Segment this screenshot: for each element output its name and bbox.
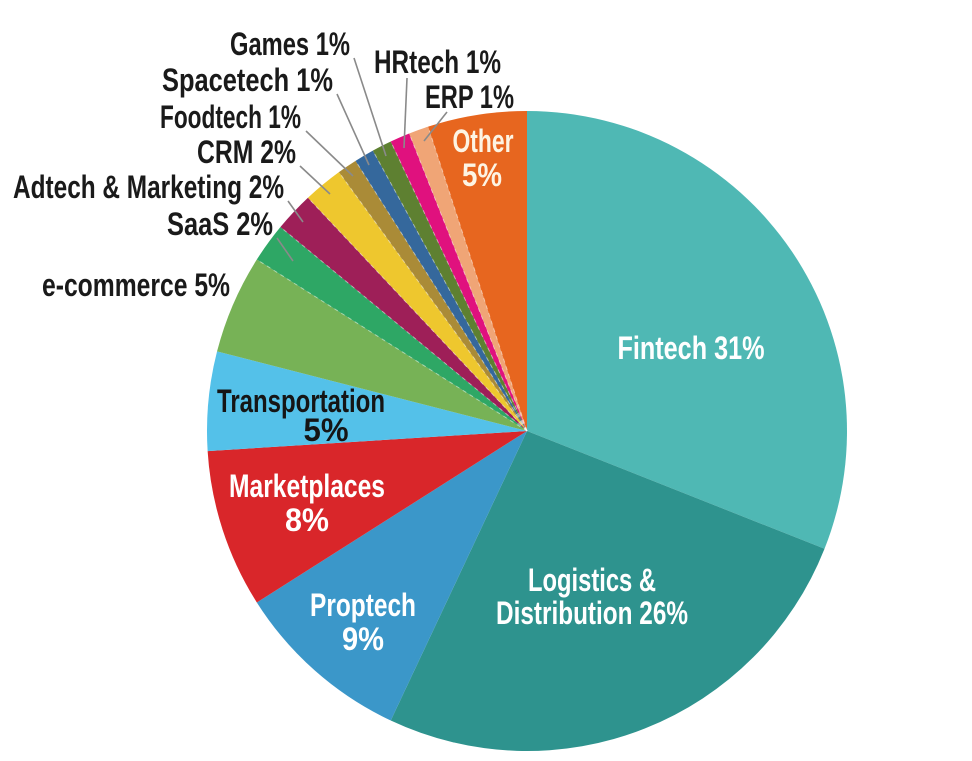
slice-separators: [256, 126, 528, 432]
pie-label-crm-line0: CRM 2%: [197, 134, 296, 170]
pie-label-transportation-line1: 5%: [304, 412, 349, 448]
leader-line-foodtech: [305, 130, 354, 177]
pie-label-logistics-distribution-line0: Logistics &: [528, 562, 656, 598]
pie-label-transportation-line0: Transportation: [217, 383, 385, 419]
pie-slice-transportation: [206, 351, 527, 452]
pie-slice-e-commerce: [217, 259, 528, 431]
pie-label-other-line0: Other: [453, 123, 514, 159]
slice-separator: [408, 133, 528, 432]
slice-separator: [372, 150, 528, 432]
leader-line-crm: [299, 165, 331, 195]
pie-label-marketplaces-line0: Marketplaces: [229, 468, 385, 504]
leader-line-saas: [276, 237, 294, 262]
leader-line-games: [353, 57, 387, 157]
pie-label-e-commerce-line0: e-commerce 5%: [42, 267, 230, 303]
pie-label-logistics-distribution-line1: Distribution 26%: [496, 595, 688, 631]
pie-slice-logistics-distribution: [390, 431, 825, 751]
pie-label-erp-line0: ERP 1%: [425, 79, 514, 115]
leader-line-adtech-marketing: [287, 200, 304, 223]
slice-separator: [338, 171, 528, 432]
slice-separator: [307, 197, 528, 432]
pie-slice-adtech-marketing: [280, 197, 527, 431]
pie-label-spacetech-line0: Spacetech 1%: [162, 62, 333, 98]
pie-label-other-line1: 5%: [462, 157, 502, 193]
pie-slice-foodtech: [338, 160, 527, 431]
pie-label-games-line0: Games 1%: [230, 26, 350, 62]
pie-slice-crm: [307, 172, 527, 432]
pie-label-hrtech-line0: HRtech 1%: [374, 44, 501, 80]
slice-separator: [427, 126, 528, 432]
pie-slice-erp: [409, 126, 527, 431]
slice-separator: [390, 141, 528, 432]
pie-slice-marketplaces: [207, 431, 527, 603]
pie-slices: [206, 110, 848, 751]
pie-label-proptech-line1: 9%: [342, 621, 384, 657]
pie-slice-games: [372, 141, 527, 431]
pie-label-adtech-marketing-line0: Adtech & Marketing 2%: [13, 169, 284, 205]
pie-label-fintech-line0: Fintech 31%: [618, 330, 765, 366]
pie-label-foodtech-line0: Foodtech 1%: [160, 99, 301, 135]
pie-slice-other: [428, 110, 527, 431]
pie-slice-saas: [256, 227, 527, 431]
slice-separator: [256, 259, 528, 432]
pie-slice-hrtech: [390, 133, 527, 431]
pie-label-marketplaces-line1: 8%: [285, 502, 329, 538]
slice-labels: Fintech 31% Logistics &Distribution 26% Pr…: [13, 26, 765, 657]
slice-separator: [280, 226, 528, 432]
pie-slice-proptech: [256, 431, 527, 721]
pie-label-saas-line0: SaaS 2%: [167, 206, 273, 242]
pie-label-proptech-line0: Proptech: [310, 587, 416, 623]
leader-lines: [276, 57, 448, 262]
slice-separator: [355, 160, 528, 432]
leader-line-spacetech: [336, 93, 370, 166]
leader-line-hrtech: [403, 77, 408, 149]
leader-line-erp: [423, 111, 448, 142]
pie-slice-spacetech: [355, 150, 527, 431]
pie-slice-fintech: [527, 111, 848, 549]
